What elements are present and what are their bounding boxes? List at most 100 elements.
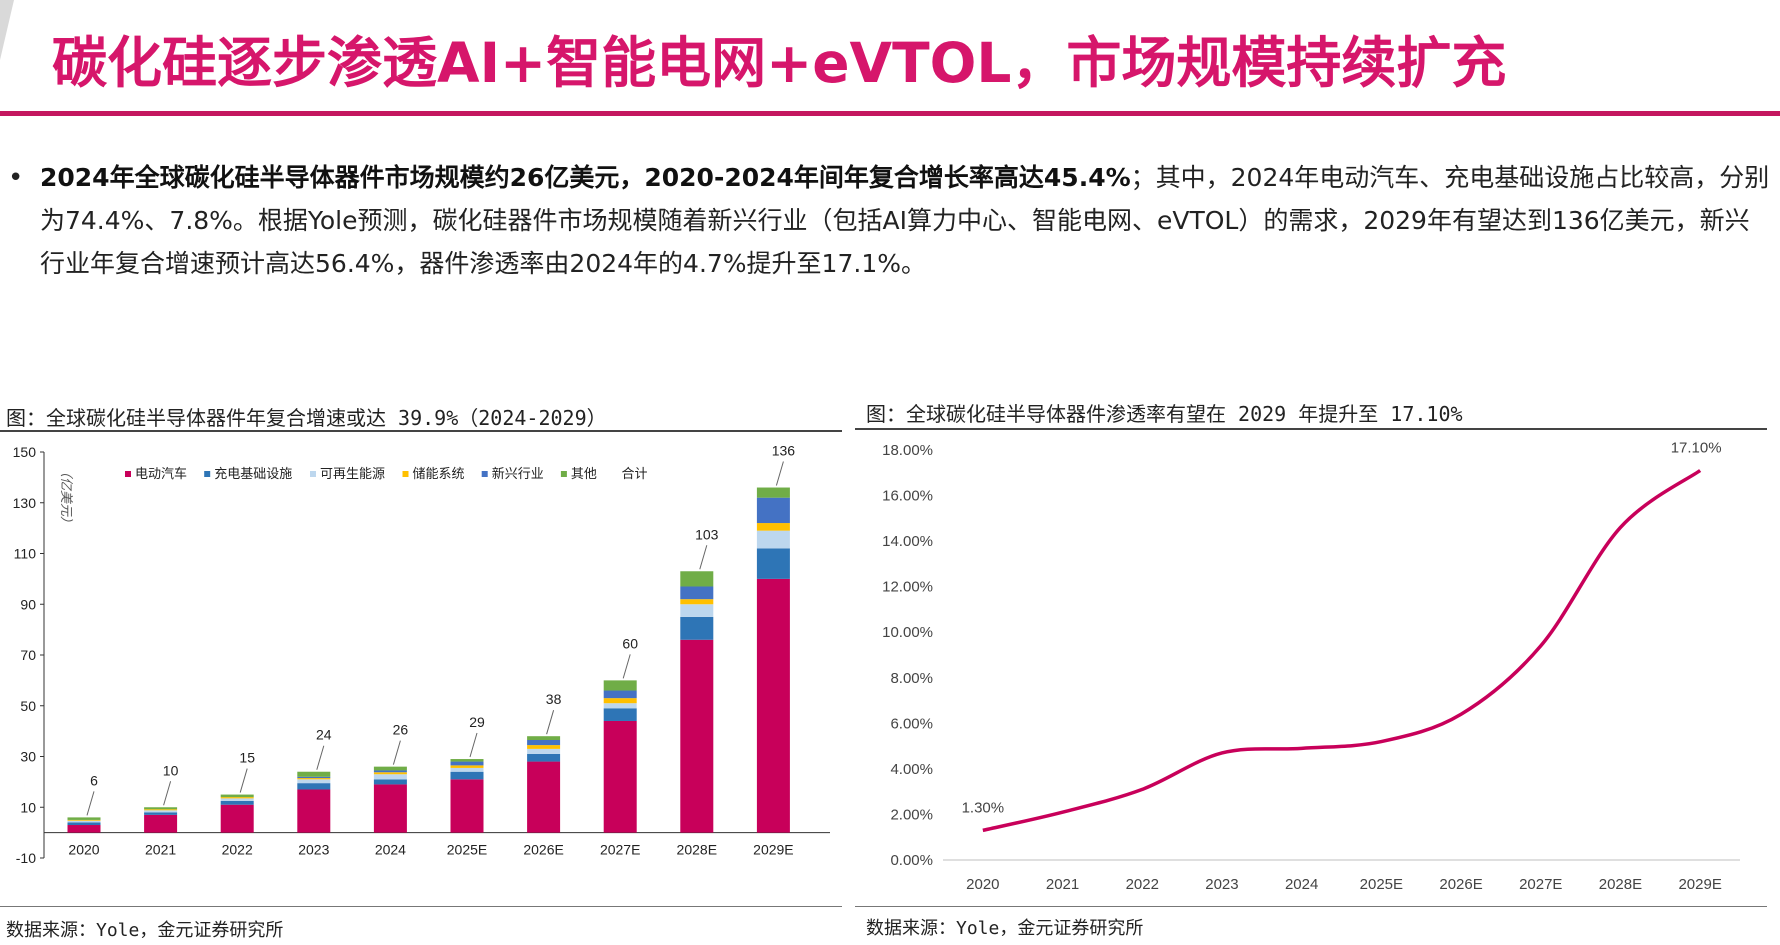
right-caption-rule [855,428,1767,430]
bar-x-tick-label: 2020 [68,842,99,858]
bar-y-tick-label: 150 [13,444,37,460]
line-x-tick-label: 2020 [966,876,999,893]
bar-segment [603,690,637,699]
bar-segment [603,698,637,704]
bar-total-label: 29 [469,714,485,730]
bar-segment [680,599,714,605]
line-y-tick-label: 12.00% [882,579,933,596]
total-leader-line [546,710,555,735]
bar-segment [297,771,331,777]
bar-segment [680,571,714,587]
bar-segment [373,772,407,775]
total-leader-line [775,461,784,486]
bar-segment [680,616,714,640]
bar-segment [67,819,101,821]
bar-y-tick-label: 130 [13,495,37,511]
bar-segment [527,736,561,741]
total-leader-line [699,545,708,570]
bar-total-label: 26 [393,722,409,738]
bullet-marker: • [8,163,24,193]
bar-segment [297,778,331,780]
bar-segment [373,774,407,780]
bar-segment [67,822,101,826]
line-x-tick-label: 2021 [1046,876,1079,893]
legend-label: 其他 [571,466,597,481]
bar-segment [756,523,790,531]
total-leader-line [163,781,172,806]
bar-segment [297,779,331,784]
legend-swatch [402,471,409,477]
bar-y-tick-label: 110 [14,546,37,562]
bar-y-tick-label: 10 [20,799,36,815]
bar-segment [373,784,407,833]
right-figure-caption: 图：全球碳化硅半导体器件渗透率有望在 2029 年提升至 17.10% [866,402,1463,426]
bar-segment [450,779,484,833]
total-leader-line [392,740,401,765]
line-data-label: 17.10% [1671,440,1722,457]
bar-segment [680,639,714,833]
legend-label: 电动汽车 [135,466,187,481]
bar-segment [220,797,254,799]
summary-paragraph: 2024年全球碳化硅半导体器件市场规模约26亿美元，2020-2024年间年复合… [40,156,1770,285]
line-y-tick-label: 6.00% [890,715,933,732]
bar-total-label: 38 [546,691,562,707]
bar-segment [297,783,331,790]
bar-segment [297,789,331,833]
page-title: 碳化硅逐步渗透AI+智能电网+eVTOL，市场规模持续扩充 [52,31,1507,95]
line-x-tick-label: 2024 [1285,876,1318,893]
corner-decoration [0,0,14,60]
legend-total-label: 合计 [622,466,648,481]
bar-x-tick-label: 2024 [375,842,406,858]
legend-swatch [204,471,211,477]
bar-segment [756,548,790,579]
line-y-tick-label: 8.00% [890,670,933,687]
bar-x-tick-label: 2026E [523,842,563,858]
legend-label: 可再生能源 [320,466,385,481]
total-leader-line [86,791,95,816]
bar-segment [144,814,178,833]
bar-x-tick-label: 2027E [600,842,640,858]
bar-segment [297,776,331,779]
bar-segment [527,748,561,754]
bar-x-tick-label: 2028E [677,842,717,858]
bar-segment [603,680,637,691]
bar-y-tick-label: 30 [20,749,36,765]
line-y-tick-label: 4.00% [890,761,933,778]
legend-label: 充电基础设施 [214,466,292,481]
bar-segment [144,809,178,811]
line-x-tick-label: 2026E [1439,876,1482,893]
bar-segment [603,720,637,833]
left-bottom-rule [0,906,842,907]
bar-x-tick-label: 2021 [145,842,176,858]
bar-segment [680,604,714,617]
bar-x-tick-label: 2022 [222,842,253,858]
line-y-tick-label: 14.00% [882,533,933,550]
line-y-tick-label: 2.00% [890,806,933,823]
total-leader-line [239,768,248,793]
bar-segment [220,794,254,798]
bar-total-label: 60 [622,635,638,651]
bar-segment [603,708,637,721]
legend-swatch [560,471,567,477]
bar-segment [527,745,561,749]
bar-segment [756,487,790,498]
line-x-tick-label: 2028E [1599,876,1642,893]
bar-segment [450,759,484,762]
bar-segment [450,771,484,780]
bar-y-tick-label: 90 [20,596,36,612]
line-y-tick-label: 0.00% [890,852,933,869]
right-bottom-rule [855,906,1767,907]
penetration-line [982,469,1702,833]
bar-segment [756,497,790,524]
bar-x-tick-label: 2029E [753,842,793,858]
total-leader-line [469,732,478,758]
line-y-tick-label: 18.00% [882,442,933,459]
right-figure-source: 数据来源：Yole，金元证券研究所 [866,918,1144,939]
line-x-tick-label: 2025E [1360,876,1403,893]
bar-segment [220,804,254,833]
bar-segment [67,817,101,820]
bar-segment [527,761,561,833]
left-figure-caption: 图：全球碳化硅半导体器件年复合增速或达 39.9%（2024-2029） [6,406,607,430]
bar-segment [373,779,407,785]
bar-segment [756,530,790,549]
